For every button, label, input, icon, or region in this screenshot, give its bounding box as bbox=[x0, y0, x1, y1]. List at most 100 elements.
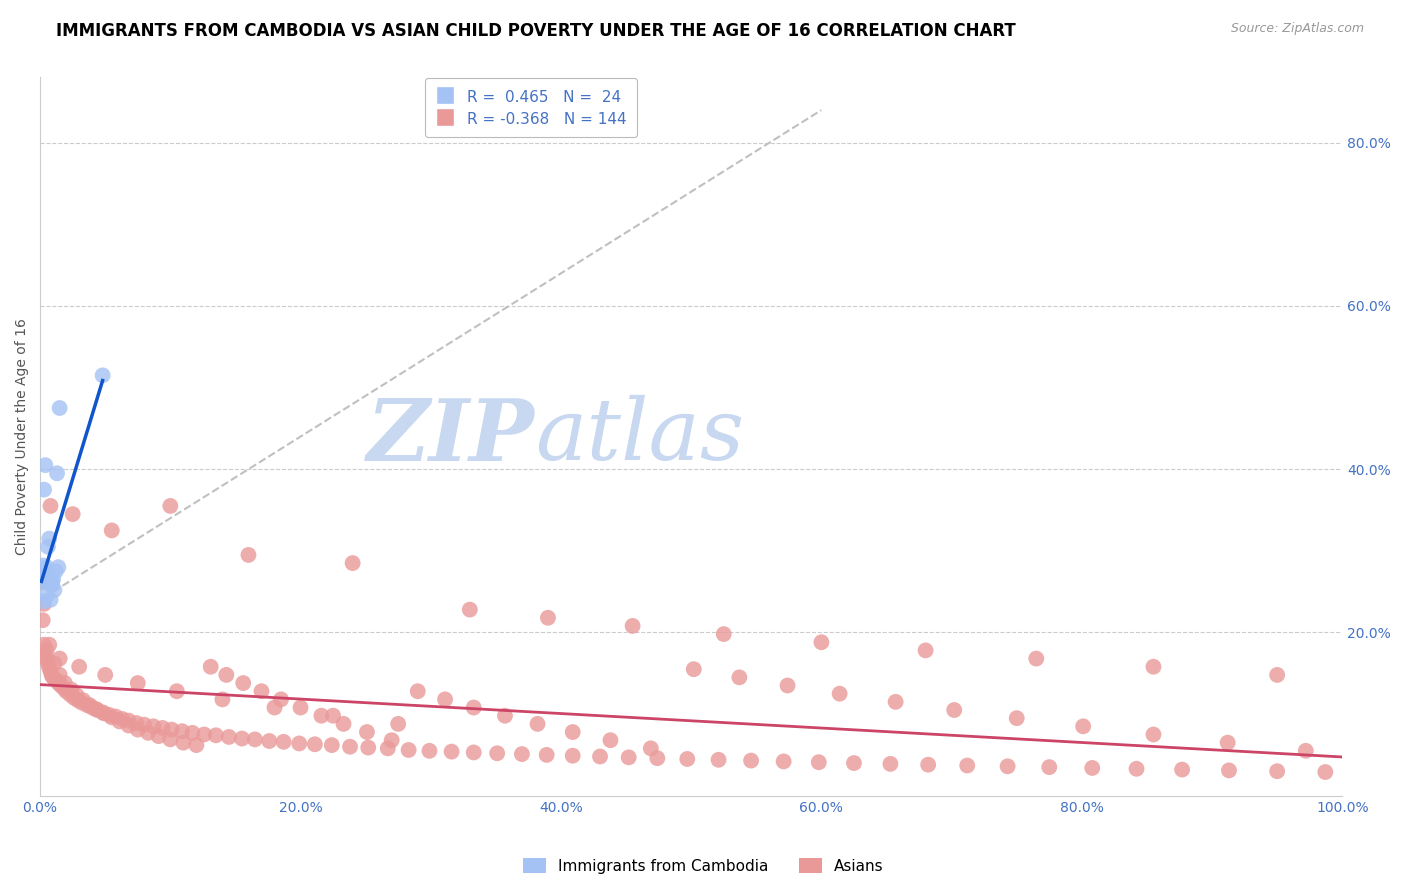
Point bbox=[290, 700, 312, 714]
Point bbox=[647, 751, 669, 765]
Point bbox=[38, 532, 60, 546]
Point bbox=[108, 714, 131, 729]
Point bbox=[30, 574, 52, 589]
Point bbox=[181, 726, 204, 740]
Point bbox=[377, 741, 399, 756]
Point bbox=[263, 700, 285, 714]
Point bbox=[136, 726, 159, 740]
Point bbox=[91, 368, 114, 383]
Point bbox=[39, 665, 62, 679]
Point bbox=[917, 757, 939, 772]
Point bbox=[35, 589, 58, 603]
Point bbox=[48, 651, 70, 665]
Point bbox=[41, 669, 63, 683]
Point bbox=[215, 668, 238, 682]
Point bbox=[55, 684, 77, 698]
Point bbox=[31, 558, 53, 573]
Point bbox=[1081, 761, 1104, 775]
Point bbox=[707, 753, 730, 767]
Point bbox=[273, 735, 295, 749]
Point bbox=[39, 499, 62, 513]
Point bbox=[1142, 659, 1164, 673]
Point bbox=[357, 740, 380, 755]
Point bbox=[70, 696, 93, 710]
Point bbox=[86, 703, 108, 717]
Point bbox=[1005, 711, 1028, 725]
Point bbox=[39, 592, 62, 607]
Point bbox=[740, 754, 762, 768]
Point bbox=[1025, 651, 1047, 665]
Point bbox=[434, 692, 457, 706]
Point bbox=[48, 668, 70, 682]
Point bbox=[170, 724, 193, 739]
Point bbox=[458, 602, 481, 616]
Point bbox=[46, 467, 69, 481]
Point bbox=[31, 570, 53, 584]
Point bbox=[238, 548, 260, 562]
Point bbox=[387, 717, 409, 731]
Point bbox=[30, 573, 52, 587]
Point bbox=[418, 744, 440, 758]
Point bbox=[381, 733, 404, 747]
Point bbox=[127, 723, 149, 737]
Point bbox=[914, 643, 936, 657]
Point bbox=[93, 706, 115, 721]
Point bbox=[526, 717, 548, 731]
Point bbox=[159, 732, 181, 747]
Point bbox=[79, 698, 101, 712]
Point bbox=[810, 635, 832, 649]
Legend: Immigrants from Cambodia, Asians: Immigrants from Cambodia, Asians bbox=[516, 852, 890, 880]
Point bbox=[828, 687, 851, 701]
Text: Source: ZipAtlas.com: Source: ZipAtlas.com bbox=[1230, 22, 1364, 36]
Point bbox=[67, 659, 90, 673]
Point bbox=[35, 643, 58, 657]
Point bbox=[205, 728, 228, 742]
Point bbox=[152, 721, 174, 735]
Point bbox=[259, 734, 281, 748]
Point bbox=[111, 712, 134, 726]
Legend: R =  0.465   N =  24, R = -0.368   N = 144: R = 0.465 N = 24, R = -0.368 N = 144 bbox=[426, 78, 637, 137]
Point bbox=[561, 725, 583, 739]
Point bbox=[166, 684, 188, 698]
Point bbox=[34, 648, 56, 663]
Point bbox=[125, 716, 148, 731]
Point bbox=[91, 706, 114, 720]
Text: ZIP: ZIP bbox=[367, 395, 534, 478]
Point bbox=[494, 708, 516, 723]
Point bbox=[148, 729, 170, 743]
Point bbox=[589, 749, 612, 764]
Point bbox=[49, 679, 72, 693]
Point bbox=[84, 702, 107, 716]
Point bbox=[1315, 765, 1337, 780]
Point bbox=[218, 730, 240, 744]
Point bbox=[53, 676, 76, 690]
Point bbox=[44, 657, 66, 671]
Point bbox=[76, 698, 98, 712]
Point bbox=[35, 651, 58, 665]
Point bbox=[62, 507, 84, 521]
Point bbox=[118, 718, 141, 732]
Point bbox=[332, 717, 354, 731]
Point bbox=[59, 688, 82, 702]
Point bbox=[1038, 760, 1060, 774]
Point bbox=[807, 756, 830, 770]
Point bbox=[398, 743, 420, 757]
Point bbox=[288, 736, 311, 750]
Point bbox=[1265, 668, 1288, 682]
Point bbox=[536, 747, 558, 762]
Point bbox=[37, 573, 59, 587]
Point bbox=[842, 756, 865, 770]
Point bbox=[682, 662, 704, 676]
Point bbox=[41, 578, 63, 592]
Point bbox=[621, 619, 644, 633]
Point bbox=[406, 684, 429, 698]
Point bbox=[486, 746, 509, 760]
Point bbox=[1216, 736, 1239, 750]
Point bbox=[100, 524, 122, 538]
Point bbox=[676, 752, 699, 766]
Point bbox=[32, 483, 55, 497]
Point bbox=[356, 725, 378, 739]
Point bbox=[41, 574, 63, 589]
Point bbox=[232, 676, 254, 690]
Point bbox=[231, 731, 253, 746]
